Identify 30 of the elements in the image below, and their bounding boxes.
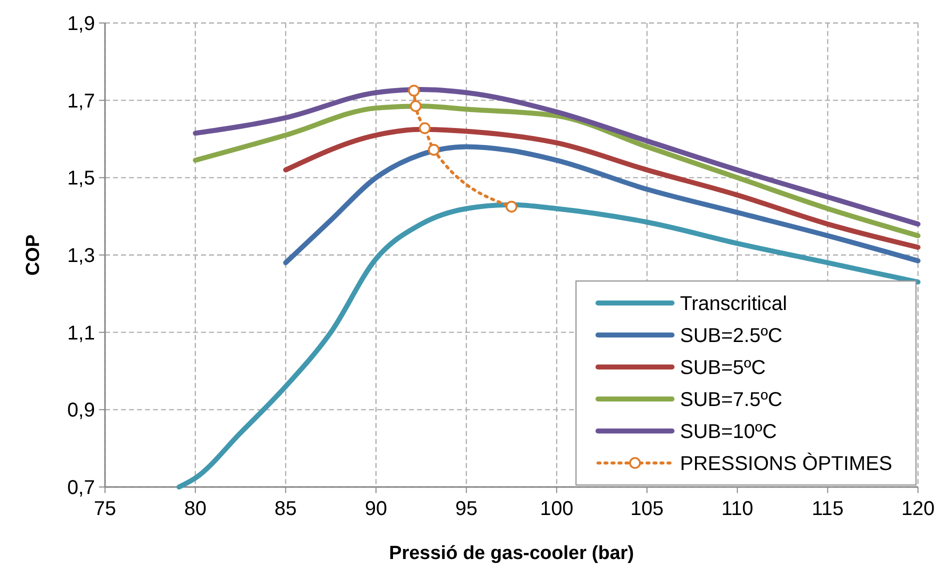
y-axis-title: COP [23,234,44,276]
y-tick-label: 0,7 [67,477,95,499]
x-tick-label: 80 [184,498,206,520]
x-tick-label: 105 [630,498,664,520]
x-tick-label: 85 [274,498,297,520]
point [408,84,420,97]
point [506,200,518,213]
point [428,144,440,156]
x-tick-label: 115 [812,498,844,520]
point [410,100,422,112]
legend-label: Transcritical [680,293,788,315]
point [418,122,431,134]
x-tick-label: 90 [364,498,388,520]
y-tick-label: 1,5 [67,168,95,190]
legend-label: PRESSIONS ÒPTIMES [680,452,892,475]
y-tick-label: 1,9 [67,13,95,35]
y-tick-label: 1,1 [67,322,95,344]
x-tick-label: 100 [540,498,574,520]
y-tick-label: 1,7 [67,90,95,112]
y-tick-label: 0,9 [67,400,95,422]
x-tick-label: 75 [94,498,116,520]
legend-label: SUB=5ºC [680,357,766,379]
y-tick-label: 1,3 [67,245,95,267]
legend-label: SUB=2.5ºC [680,325,782,347]
legend-label: SUB=10ºC [680,421,777,443]
x-axis-title: Pressió de gas-cooler (bar) [389,543,634,564]
x-tick-label: 110 [721,498,754,520]
x-tick-label: 120 [901,498,935,520]
x-tick-label: 95 [455,498,478,520]
legend-label: SUB=7.5ºC [680,389,782,411]
